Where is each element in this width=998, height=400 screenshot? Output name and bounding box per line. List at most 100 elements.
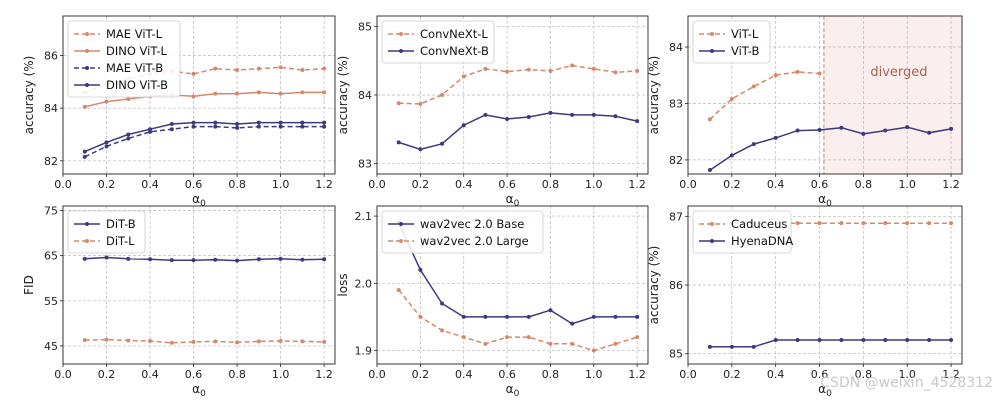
- data-point: [126, 96, 131, 101]
- data-point: [300, 120, 305, 125]
- x-tick-label: 0.6: [498, 178, 516, 191]
- y-tick-label: 82: [669, 154, 683, 167]
- x-tick-label: 0.2: [412, 368, 430, 381]
- x-tick-label: 0.8: [228, 368, 246, 381]
- x-tick-label: 0.0: [54, 368, 72, 381]
- series-line-2: [709, 126, 952, 171]
- data-point: [483, 341, 488, 346]
- x-tick-label: 1.0: [585, 368, 603, 381]
- legend-marker: [710, 49, 714, 53]
- y-tick-label: 55: [44, 295, 58, 308]
- y-tick-label: 87: [669, 210, 683, 223]
- legend: wav2vec 2.0 Base wav2vec 2.0 Large: [381, 210, 544, 254]
- legend-label: wav2vec 2.0 Base: [420, 217, 524, 231]
- data-point: [300, 339, 305, 344]
- legend-label: DINO ViT-B: [106, 78, 168, 92]
- y-tick-label: 45: [44, 340, 58, 353]
- data-point: [440, 301, 445, 306]
- data-point: [949, 126, 954, 131]
- data-point: [817, 71, 822, 76]
- chart-panel-3: diverged 0.0 0.2 0.4 0.6 0.8 1.0 1.2 82 83 84 α0 acc…: [647, 15, 963, 209]
- data-point: [213, 120, 218, 125]
- data-point: [169, 127, 174, 132]
- y-axis-label: loss: [336, 273, 350, 296]
- y-tick-label: 85: [358, 20, 372, 33]
- x-tick-label: 0.4: [767, 178, 785, 191]
- data-point: [905, 337, 910, 342]
- data-point: [795, 337, 800, 342]
- data-point: [235, 258, 240, 263]
- y-axis-label: accuracy (%): [336, 56, 350, 135]
- data-point: [729, 96, 734, 101]
- legend-label: ConvNeXt-L: [420, 27, 488, 41]
- x-tick-label: 1.0: [898, 368, 916, 381]
- series-line-2: [398, 289, 638, 352]
- data-point: [278, 91, 283, 96]
- x-axis-label: α0: [818, 382, 832, 399]
- data-point: [839, 221, 844, 226]
- data-point: [169, 258, 174, 263]
- plot-frame: [687, 15, 963, 175]
- data-point: [235, 340, 240, 345]
- data-point: [635, 335, 640, 340]
- x-tick-label: 0.8: [228, 178, 246, 191]
- data-point: [256, 124, 261, 129]
- legend-label: wav2vec 2.0 Large: [420, 234, 529, 248]
- x-tick-label: 0.0: [679, 368, 697, 381]
- x-tick-label: 0.2: [723, 368, 741, 381]
- y-tick-label: 85: [669, 348, 683, 361]
- data-point: [440, 141, 445, 146]
- data-point: [213, 91, 218, 96]
- data-point: [773, 135, 778, 140]
- data-point: [278, 124, 283, 129]
- data-point: [300, 124, 305, 129]
- data-point: [418, 267, 423, 272]
- data-point: [613, 314, 618, 319]
- data-point: [169, 121, 174, 126]
- data-point: [213, 124, 218, 129]
- x-tick-label: 1.0: [898, 178, 916, 191]
- x-tick-label: 0.0: [54, 178, 72, 191]
- data-point: [613, 70, 618, 75]
- data-point: [526, 67, 531, 72]
- data-point: [418, 147, 423, 152]
- chart-panel-1: 0.0 0.2 0.4 0.6 0.8 1.0 1.2 82 84 86 α0 accuracy (%…: [22, 15, 336, 209]
- data-point: [418, 314, 423, 319]
- x-tick-label: 0.0: [368, 368, 386, 381]
- data-point: [461, 314, 466, 319]
- data-point: [795, 221, 800, 226]
- legend-marker: [399, 49, 403, 53]
- legend: MAE ViT-L DINO ViT-L MAE ViT-B DINO ViT-B: [67, 20, 181, 98]
- y-tick-label: 82: [44, 155, 58, 168]
- x-axis-label: α0: [506, 382, 520, 399]
- data-point: [418, 101, 423, 106]
- legend-box: [692, 210, 792, 254]
- data-point: [104, 144, 109, 149]
- data-point: [591, 66, 596, 71]
- data-point: [191, 94, 196, 99]
- data-point: [300, 90, 305, 95]
- legend-marker: [399, 239, 403, 243]
- data-point: [548, 308, 553, 313]
- data-point: [104, 337, 109, 342]
- data-point: [126, 136, 131, 141]
- data-point: [104, 140, 109, 145]
- data-point: [613, 114, 618, 119]
- x-tick-label: 1.2: [942, 178, 960, 191]
- data-point: [300, 257, 305, 262]
- series-line-2: [398, 112, 638, 151]
- series-line-2: [84, 91, 325, 108]
- series-line-1: [709, 71, 820, 120]
- data-point: [505, 335, 510, 340]
- data-point: [861, 221, 866, 226]
- legend-label: MAE ViT-B: [106, 61, 163, 75]
- x-tick-label: 0.8: [855, 368, 873, 381]
- legend-marker: [710, 32, 714, 36]
- data-point: [635, 119, 640, 124]
- legend-box: [381, 20, 495, 64]
- data-point: [505, 117, 510, 122]
- data-point: [235, 91, 240, 96]
- data-point: [861, 131, 866, 136]
- data-point: [839, 125, 844, 130]
